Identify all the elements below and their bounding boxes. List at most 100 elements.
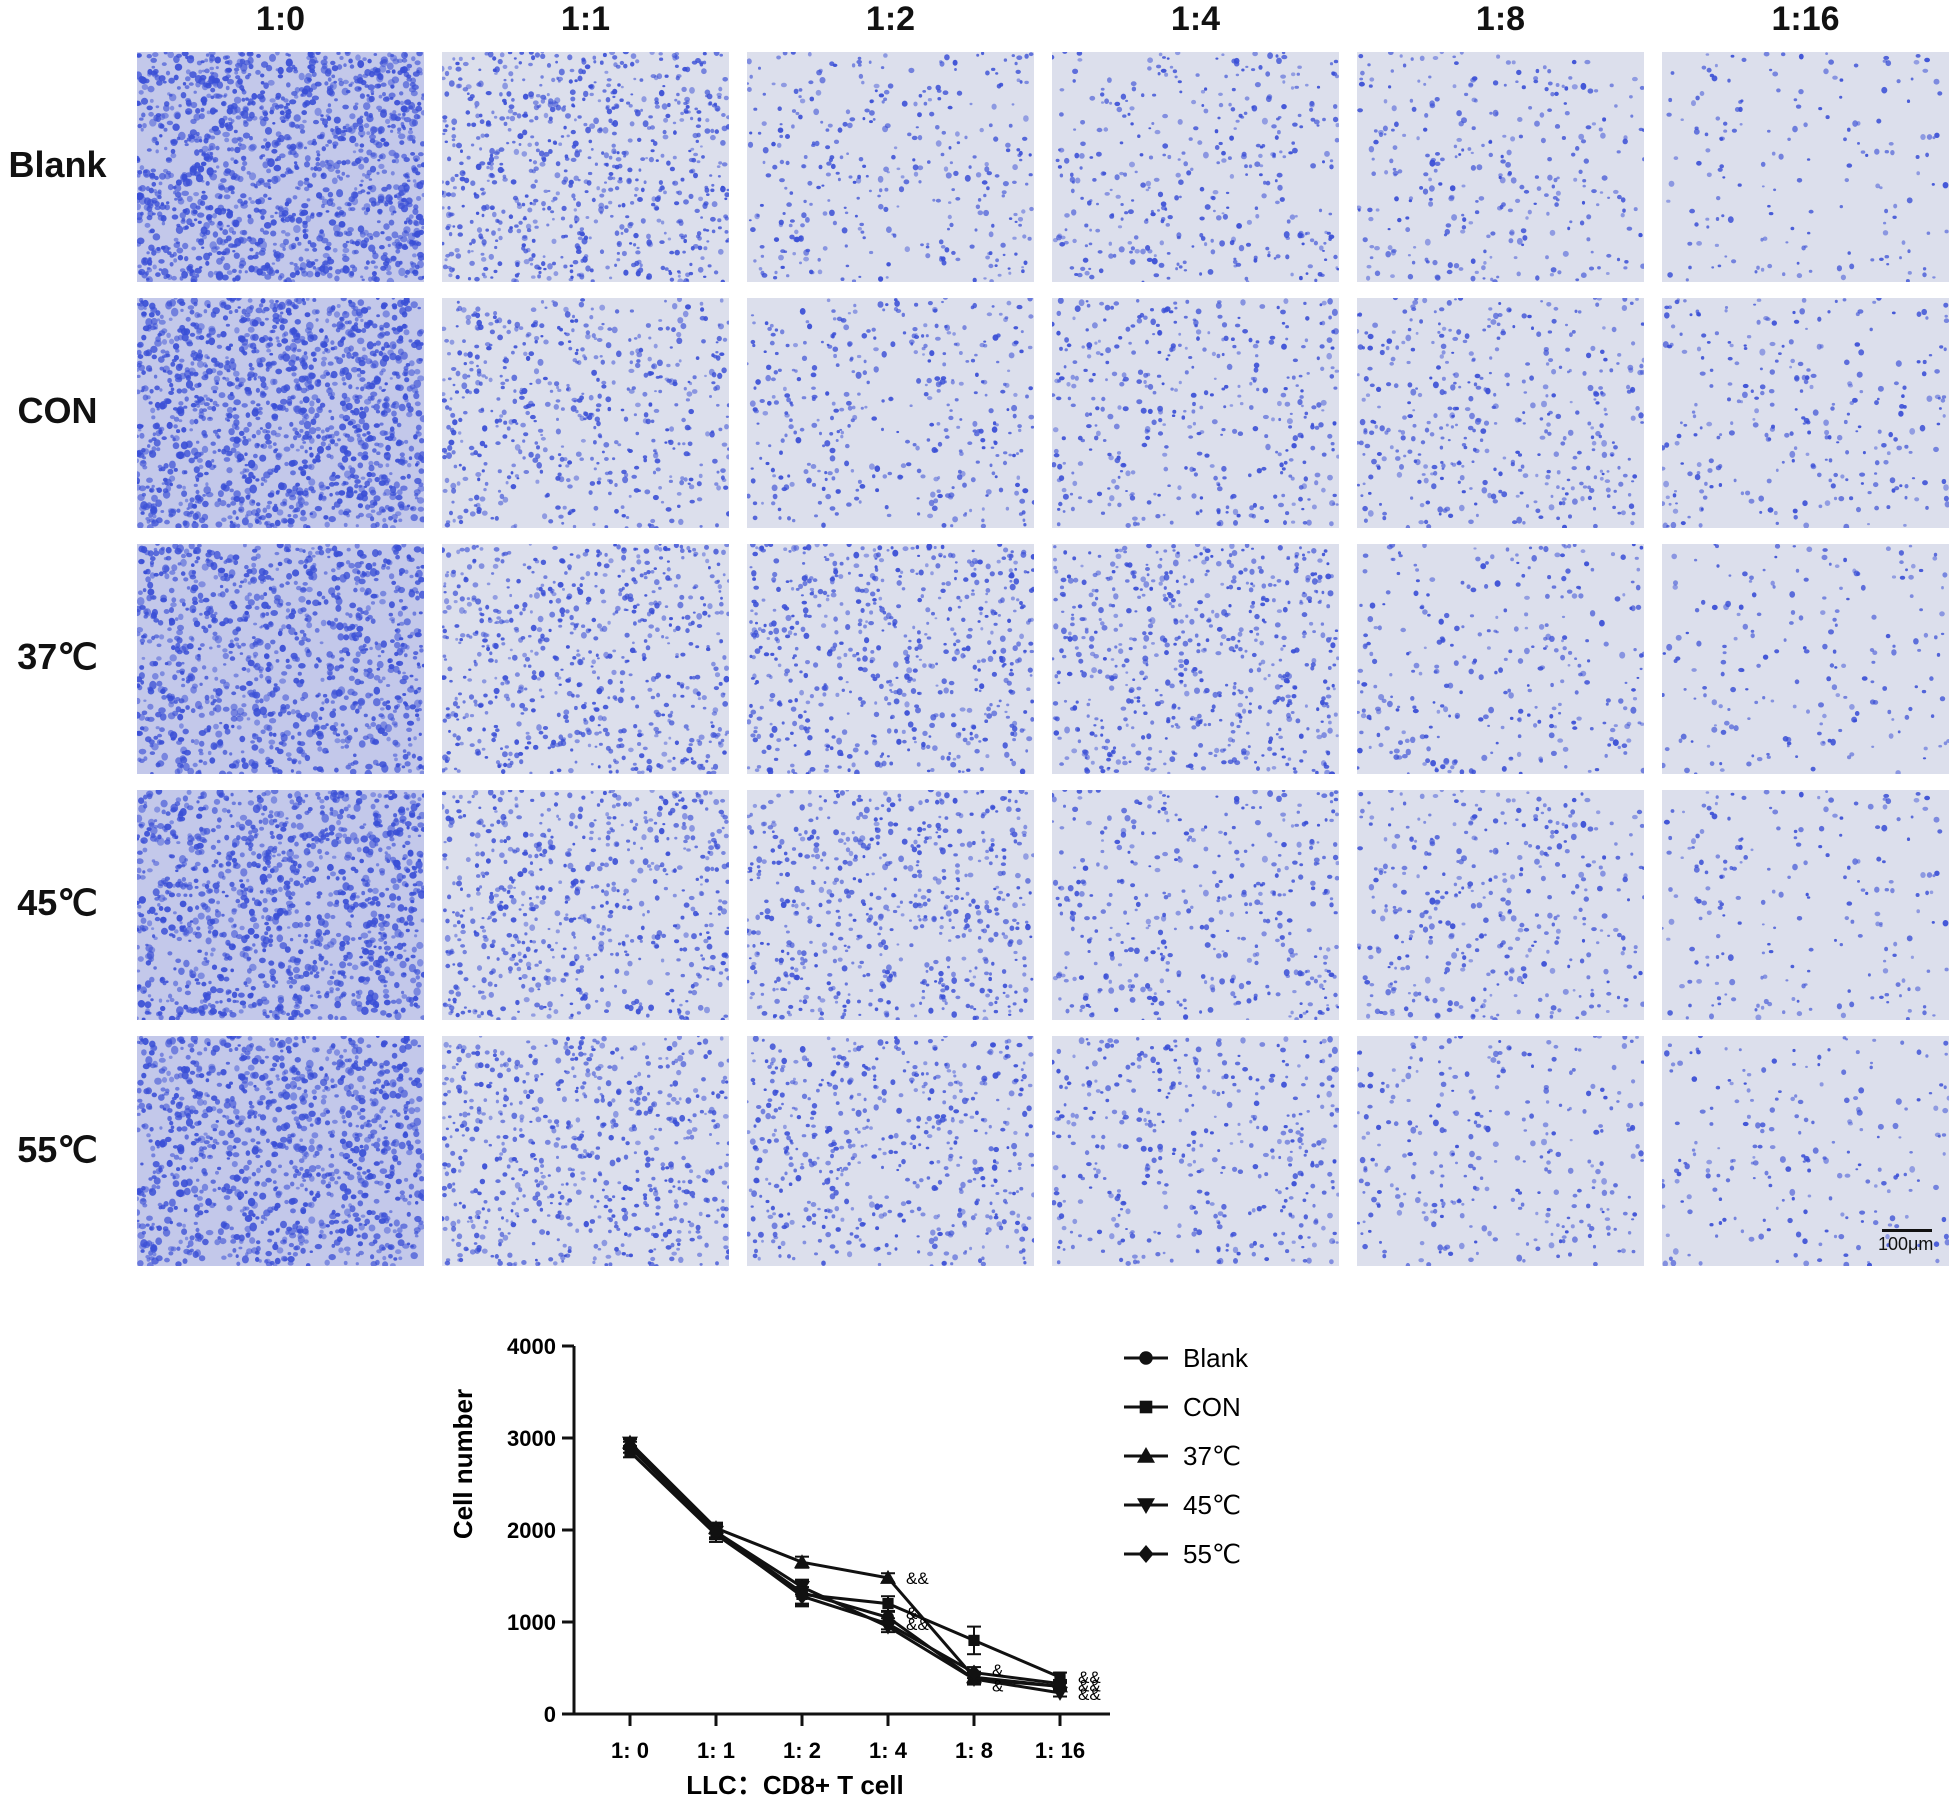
y-tick-label: 2000 (507, 1518, 556, 1543)
legend-marker (1139, 1351, 1153, 1365)
x-tick-label: 1: 8 (955, 1738, 993, 1763)
legend-marker (1139, 1400, 1153, 1414)
column-label: 1:2 (865, 0, 916, 38)
micrograph-panel (137, 790, 424, 1020)
series-2 (623, 1445, 1067, 1683)
x-tick-label: 1: 2 (783, 1738, 821, 1763)
micrograph-panel (747, 544, 1034, 774)
x-tick-label: 1: 0 (611, 1738, 649, 1763)
x-tick-label: 1: 4 (869, 1738, 908, 1763)
micrograph-panel (1662, 790, 1949, 1020)
micrograph-panel (747, 1036, 1034, 1266)
column-label: 1:1 (560, 0, 611, 38)
legend-marker (1137, 1498, 1155, 1514)
micrograph-cells (1357, 1036, 1644, 1266)
micrograph-panel (1052, 52, 1339, 282)
micrograph-panel (1357, 790, 1644, 1020)
significance-marker: && (1078, 1668, 1101, 1687)
micrograph-cells (747, 52, 1034, 282)
micrograph-cells (442, 52, 729, 282)
micrograph-cells (137, 1036, 424, 1266)
y-axis-label: Cell number (448, 1389, 478, 1539)
chart-annotations: &&&&&&& &&&&&& (906, 1569, 1101, 1704)
micrograph-cells (1052, 790, 1339, 1020)
row-label: 37℃ (17, 636, 98, 677)
micrograph-panel (137, 298, 424, 528)
micrograph-cells (1666, 52, 1949, 282)
legend-item: Blank (1124, 1343, 1249, 1373)
micrograph-cells (1662, 1036, 1949, 1266)
scale-bar-label: 100μm (1878, 1234, 1934, 1254)
micrograph-panel (1357, 52, 1644, 282)
data-point (968, 1634, 980, 1646)
significance-marker: && (1078, 1676, 1101, 1695)
legend-marker (1137, 1447, 1155, 1463)
micrograph-panel (442, 1036, 729, 1266)
micrograph-cells (1052, 298, 1339, 528)
micrograph-cells (1662, 544, 1949, 774)
micrograph-panel (1052, 298, 1339, 528)
micrograph-panel (1357, 298, 1644, 528)
data-point (1052, 1686, 1068, 1701)
micrograph-panel (747, 790, 1034, 1020)
micrograph-cells (137, 544, 424, 774)
micrograph-cells (442, 544, 729, 774)
significance-marker: && (906, 1569, 929, 1588)
micrograph-cells (1357, 544, 1644, 774)
data-point (709, 1524, 723, 1541)
series-1 (623, 1440, 1067, 1693)
row-label: CON (17, 390, 98, 431)
micrograph-cells (747, 298, 1034, 528)
y-tick-label: 3000 (507, 1426, 556, 1451)
micrograph-panel (442, 790, 729, 1020)
micrograph-cells (137, 52, 424, 282)
legend-label: 55℃ (1183, 1539, 1241, 1569)
legend-label: 45℃ (1183, 1490, 1241, 1520)
data-point (794, 1554, 810, 1569)
micrograph-panel (137, 1036, 424, 1266)
legend-item: CON (1124, 1392, 1241, 1422)
row-label: Blank (8, 144, 107, 185)
column-label: 1:4 (1170, 0, 1221, 38)
micrograph-panel (442, 544, 729, 774)
x-axis-label: LLC：CD8+ T cell (686, 1770, 903, 1800)
micrograph-cells (1052, 544, 1339, 774)
row-label: 55℃ (17, 1129, 98, 1170)
micrograph-panel (747, 298, 1034, 528)
scale-bar (1882, 1229, 1932, 1232)
micrograph-cells (1052, 52, 1339, 282)
y-tick-label: 1000 (507, 1610, 556, 1635)
micrograph-cells (442, 1036, 729, 1266)
micrograph-panel (1662, 1036, 1949, 1266)
series-line (628, 1450, 1061, 1679)
y-tick-label: 0 (544, 1702, 556, 1727)
micrograph-panel (1662, 544, 1949, 774)
chart-legend: Blank CON 37℃ 45℃ 55℃ (1124, 1343, 1249, 1569)
y-tick-label: 4000 (507, 1334, 556, 1359)
legend-marker (1138, 1545, 1154, 1563)
data-point (1053, 1675, 1067, 1692)
micrograph-cells (1662, 790, 1949, 1020)
micrograph-panel (1357, 1036, 1644, 1266)
column-label: 1:0 (255, 0, 306, 38)
micrograph-cells (1357, 52, 1644, 282)
micrograph-panel (137, 544, 424, 774)
chart-axes: 0 1000 2000 3000 4000 1: 0 1: 1 1: 2 1: 4 1: 8 1: … (507, 1334, 1110, 1763)
x-tick-label: 1: 1 (697, 1738, 735, 1763)
micrograph-cells (137, 790, 424, 1020)
series-line (628, 1444, 1061, 1686)
legend-label: Blank (1183, 1343, 1249, 1373)
legend-label: 37℃ (1183, 1441, 1241, 1471)
micrograph-cells (442, 298, 729, 528)
micrograph-panel (1662, 52, 1949, 282)
micrograph-panel (137, 52, 424, 282)
x-tick-label: 1: 16 (1035, 1738, 1085, 1763)
legend-item: 37℃ (1124, 1441, 1241, 1471)
legend-item: 45℃ (1124, 1490, 1241, 1520)
micrograph-panel (1052, 544, 1339, 774)
data-point (882, 1598, 894, 1610)
series-line (628, 1441, 1061, 1688)
data-point (795, 1588, 809, 1605)
data-point (967, 1664, 981, 1681)
